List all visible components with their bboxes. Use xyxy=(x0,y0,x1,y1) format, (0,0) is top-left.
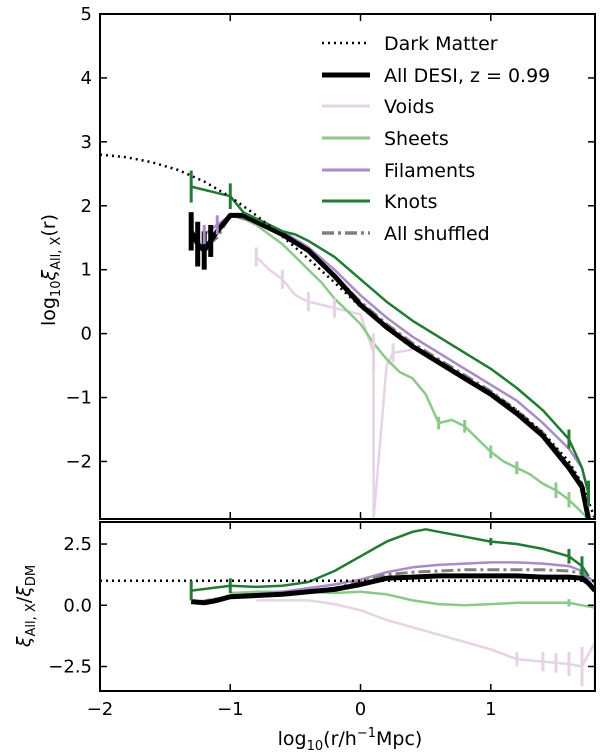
legend-label-sheets: Sheets xyxy=(384,128,449,150)
top-y-tick-label: −2 xyxy=(65,451,92,472)
top-y-tick-label: 5 xyxy=(81,4,92,25)
top-line-knots xyxy=(190,185,590,494)
top-y-tick-label: 2 xyxy=(81,196,92,217)
bottom-y-tick-label: −2.5 xyxy=(48,657,92,678)
top-line-dark-matter xyxy=(100,153,595,519)
top-y-tick-label: 4 xyxy=(81,68,92,89)
bottom-line-all-shuffled xyxy=(190,568,590,605)
legend-label-voids: Voids xyxy=(384,96,434,118)
bottom-line-knots xyxy=(191,528,590,592)
top-line-sheets xyxy=(230,214,590,519)
legend-label-knots: Knots xyxy=(384,191,437,213)
bottom-x-tick-label: −2 xyxy=(87,699,114,720)
x-axis-label: log10(r/h−1Mpc) xyxy=(278,726,423,752)
legend-label-dark-matter: Dark Matter xyxy=(384,33,498,55)
bottom-panel: −2.5 0.0 2.5 −2 −1 0 1 ξAll, X/ξDM log10(r/h−1… xyxy=(13,521,596,752)
top-y-axis-label: log10ξAll, X(r) xyxy=(38,214,64,326)
top-line-filaments xyxy=(203,214,590,494)
bottom-x-tick-label: −1 xyxy=(217,699,244,720)
bottom-y-tick-label: 0.0 xyxy=(63,595,92,616)
bottom-line-all-desi xyxy=(190,573,595,606)
bottom-y-tick-label: 2.5 xyxy=(63,534,92,555)
top-y-tick-label: −1 xyxy=(65,388,92,409)
top-panel: −2 −1 0 1 2 3 4 5 log10ξAll, X(r) Dark Matter A… xyxy=(38,4,596,520)
legend-label-filaments: Filaments xyxy=(384,160,475,182)
legend-label-all-desi: All DESI, z = 0.99 xyxy=(384,65,550,87)
bottom-y-axis-label: ξAll, X/ξDM xyxy=(13,565,39,648)
bottom-line-voids xyxy=(256,599,595,668)
legend-label-all-shuffled: All shuffled xyxy=(384,223,490,245)
top-line-voids xyxy=(255,256,413,519)
bottom-x-tick-label: 1 xyxy=(485,699,496,720)
legend: Dark Matter All DESI, z = 0.99 Voids She… xyxy=(322,33,550,245)
top-y-tick-label: 3 xyxy=(81,132,92,153)
bottom-x-tick-label: 0 xyxy=(355,699,366,720)
bottom-panel-frame xyxy=(99,521,596,692)
top-panel-frame xyxy=(99,13,596,520)
top-y-tick-label: 0 xyxy=(81,324,92,345)
top-y-tick-label: 1 xyxy=(81,260,92,281)
